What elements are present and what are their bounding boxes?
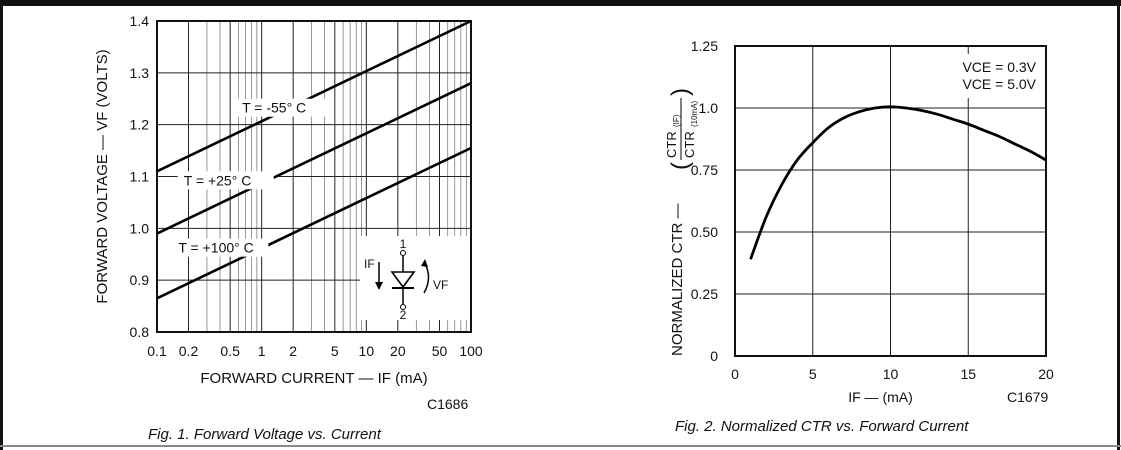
x-tick-label: 10 [359, 343, 375, 359]
x-tick-label: 0.2 [179, 343, 199, 359]
x-tick-label: 1 [258, 343, 266, 359]
x-tick-label: 0.1 [147, 343, 167, 359]
series-line-1 [156, 82, 472, 235]
diode-triangle [390, 271, 416, 289]
y-tick-label: 1.0 [699, 100, 719, 116]
x-axis-label: FORWARD CURRENT — IF (mA) [200, 370, 427, 387]
x-tick-label: 5 [331, 343, 339, 359]
fraction-close-paren: ) [667, 88, 694, 96]
top-border [0, 0, 1121, 6]
x-tick-label: 100 [459, 343, 483, 359]
pin-2-terminal [400, 304, 406, 310]
left-border [0, 0, 3, 450]
y-tick-label: 0.9 [130, 272, 150, 288]
pin-1-terminal [400, 250, 406, 256]
current-label: IF [364, 257, 375, 271]
series-label-bg [236, 98, 333, 117]
series-label: T = +100° C [178, 240, 253, 256]
y-tick-label: 1.25 [691, 38, 718, 54]
voltage-arrowhead [421, 259, 428, 267]
fraction-numerator: CTR [664, 131, 679, 158]
figure-1-caption: Fig. 1. Forward Voltage vs. Current [148, 426, 381, 443]
fraction-denominator-sub: (10mA) [690, 100, 699, 127]
plot-frame [734, 45, 1047, 357]
legend-entry: VCE = 5.0V [962, 76, 1036, 92]
series-line-0 [156, 19, 472, 173]
fraction-open-paren: ( [667, 162, 694, 170]
fraction-numerator-sub: (IF) [672, 114, 681, 127]
figure-2-code: C1679 [1007, 389, 1049, 405]
current-arrowhead [375, 282, 383, 290]
y-tick-label: 1.0 [130, 220, 150, 236]
y-axis-label: NORMALIZED CTR — [669, 203, 686, 356]
x-tick-label: 15 [960, 366, 976, 382]
y-tick-label: 0.25 [691, 286, 718, 302]
fraction-denominator: CTR [682, 131, 697, 158]
y-axis-label: FORWARD VOLTAGE — VF (VOLTS) [94, 49, 111, 303]
series-label-bg [172, 238, 269, 257]
right-border [1117, 0, 1120, 450]
legend-background [918, 54, 1040, 98]
x-axis-label: IF — (mA) [848, 389, 913, 405]
y-tick-label: 1.3 [130, 65, 150, 81]
pin-1-label: 1 [400, 237, 407, 251]
x-tick-label: 5 [809, 366, 817, 382]
y-tick-label: 1.2 [130, 117, 150, 133]
x-tick-label: 2 [289, 343, 297, 359]
y-tick-label: 0.75 [691, 162, 718, 178]
x-tick-label: 20 [390, 343, 406, 359]
series-label-bg [177, 171, 274, 190]
y-tick-label: 0 [710, 348, 718, 364]
plot-frame [156, 20, 472, 333]
y-axis-label-group: NORMALIZED CTR —(CTR(IF)CTR(10mA)) [664, 88, 699, 356]
voltage-label: VF [433, 278, 448, 292]
ctr-curve [749, 105, 1047, 260]
y-tick-label: 1.4 [130, 13, 150, 29]
y-tick-label: 0.50 [691, 224, 718, 240]
diode-inset: IF VF 1 2 [360, 236, 470, 322]
x-tick-label: 50 [432, 343, 448, 359]
legend-entry: VCE = 0.3V [962, 59, 1036, 75]
x-tick-label: 0.5 [220, 343, 240, 359]
figure-1-code: C1686 [427, 396, 469, 412]
bottom-divider [0, 445, 1121, 447]
pin-2-label: 2 [400, 308, 407, 322]
y-tick-label: 0.8 [130, 324, 150, 340]
series-label: T = +25° C [184, 172, 252, 188]
x-tick-label: 10 [883, 366, 899, 382]
figure-2-caption: Fig. 2. Normalized CTR vs. Forward Curre… [675, 418, 969, 435]
series-line-2 [156, 146, 472, 300]
series-label: T = -55° C [242, 100, 306, 116]
y-tick-label: 1.1 [130, 169, 150, 185]
x-tick-label: 20 [1038, 366, 1054, 382]
x-tick-label: 0 [731, 366, 739, 382]
